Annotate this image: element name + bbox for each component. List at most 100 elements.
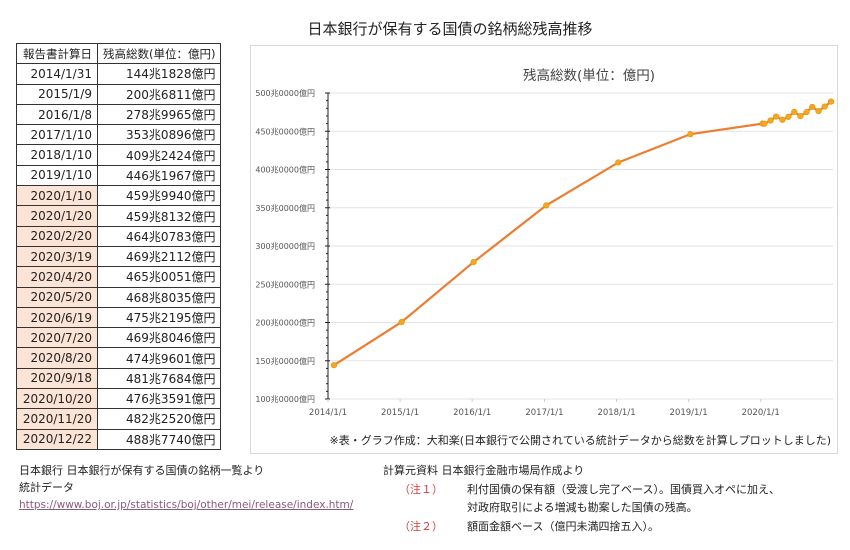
table-row: 2020/1/10 459兆9940億円 (16, 185, 222, 207)
balance-cell: 475兆2195億円 (96, 306, 222, 329)
table-row: 2020/8/20 474兆9601億円 (16, 347, 222, 369)
table-row: 2020/3/19 469兆2112億円 (16, 245, 222, 268)
date-cell: 2015/1/9 (16, 83, 98, 105)
table-row: 2015/1/9 200兆6811億円 (16, 83, 222, 105)
balance-cell: 481兆7684億円 (96, 367, 222, 390)
date-cell: 2014/1/31 (16, 63, 98, 85)
source-link[interactable]: https://www.boj.or.jp/statistics/boj/oth… (19, 499, 354, 511)
table-row: 2014/1/31 144兆1828億円 (16, 63, 222, 85)
page-title: 日本銀行が保有する国債の銘柄総残高推移 (307, 20, 593, 38)
date-cell: 2019/1/10 (16, 164, 98, 187)
balance-cell: 488兆7740億円 (96, 428, 222, 450)
table-row: 2016/1/8 278兆9965億円 (16, 103, 222, 126)
date-cell: 2020/1/20 (16, 205, 98, 227)
balance-cell: 469兆8046億円 (96, 327, 222, 349)
data-point-marker[interactable] (785, 113, 792, 120)
source-line-2: 統計データ (19, 481, 74, 494)
data-point-marker[interactable] (687, 131, 694, 138)
data-point-marker[interactable] (791, 108, 798, 116)
note-row: （注１） 利付国債の保有額（受渡し完了ベース）。国債買入オペに加え、 (383, 481, 780, 500)
x-tick-label: 2020/1/1 (742, 408, 780, 418)
date-cell: 2020/12/22 (16, 428, 98, 450)
date-cell: 2020/2/20 (16, 225, 98, 247)
y-tick-label: 150兆0000億円 (255, 356, 315, 366)
x-tick-label: 2018/1/1 (597, 408, 635, 418)
table-row: 2020/11/20 482兆2520億円 (16, 408, 222, 430)
balance-cell: 468兆8035億円 (96, 286, 222, 308)
data-point-marker[interactable] (779, 116, 786, 123)
balance-table: 報告書計算日 残高総数(単位：億円) 2014/1/31 144兆1828億円 20… (16, 42, 222, 450)
table-row: 2020/9/18 481兆7684億円 (16, 367, 222, 390)
balance-cell: 144兆1828億円 (96, 63, 222, 85)
table-row: 2018/1/10 409兆2424億円 (16, 144, 222, 166)
data-point-marker[interactable] (803, 109, 810, 116)
note-text: 額面金額ベース（億円未満四捨五入）。 (467, 519, 659, 533)
note-label (383, 499, 467, 518)
balance-cell: 446兆1967億円 (96, 164, 222, 187)
table-row: 2017/1/10 353兆0896億円 (16, 124, 222, 146)
data-point-marker[interactable] (809, 103, 816, 111)
balance-cell: 476兆3591億円 (96, 388, 222, 410)
note-text: 利付国債の保有額（受渡し完了ベース）。国債買入オペに加え、 (467, 482, 780, 496)
note-row: （注２） 額面金額ベース（億円未満四捨五入）。 (383, 518, 780, 537)
header-date: 報告書計算日 (16, 42, 98, 65)
table-header-row: 報告書計算日 残高総数(単位：億円) (16, 42, 222, 65)
table-row: 2020/12/22 488兆7740億円 (16, 428, 222, 450)
date-cell: 2020/11/20 (16, 408, 98, 430)
data-point-marker[interactable] (543, 202, 550, 209)
date-cell: 2020/7/20 (16, 327, 98, 349)
data-point-marker[interactable] (773, 113, 780, 120)
note-label: （注１） (399, 482, 443, 496)
x-tick-label: 2017/1/1 (525, 408, 563, 418)
data-point-marker[interactable] (615, 159, 622, 166)
x-tick-label: 2014/1/1 (309, 408, 347, 418)
y-tick-label: 100兆0000億円 (255, 394, 315, 404)
date-cell: 2017/1/10 (16, 124, 98, 146)
series-line (333, 100, 832, 367)
table-row: 2020/10/20 476兆3591億円 (16, 388, 222, 410)
source-line-1: 日本銀行 日本銀行が保有する国債の銘柄一覧より (19, 464, 265, 477)
data-point-marker[interactable] (815, 107, 822, 115)
notes-header: 計算元資料 日本銀行金融市場局作成より (383, 464, 585, 477)
data-point-marker[interactable] (398, 318, 405, 326)
balance-cell: 200兆6811億円 (96, 83, 222, 105)
table-body: 2014/1/31 144兆1828億円 2015/1/9 200兆6811億円 201… (16, 63, 222, 450)
source-block: 日本銀行 日本銀行が保有する国債の銘柄一覧より 統計データ https://ww… (19, 462, 353, 514)
y-tick-label: 350兆0000億円 (255, 203, 315, 213)
table-row: 2020/5/20 468兆8035億円 (16, 286, 222, 308)
balance-cell: 278兆9965億円 (96, 103, 222, 126)
y-tick-label: 200兆0000億円 (255, 318, 315, 328)
chart-area[interactable]: 残高総数(単位：億円) 100兆0000億円 150兆0000億円 200兆0000… (250, 45, 838, 454)
balance-cell: 353兆0896億円 (96, 124, 222, 146)
data-point-marker[interactable] (827, 98, 835, 105)
chart-title: 残高総数(単位：億円) (522, 68, 656, 84)
table-row: 2020/6/19 475兆2195億円 (16, 306, 222, 329)
table-row: 2020/7/20 469兆8046億円 (16, 327, 222, 349)
header-balance: 残高総数(単位：億円) (96, 42, 222, 65)
date-cell: 2020/10/20 (16, 388, 98, 410)
balance-cell: 474兆9601億円 (96, 347, 222, 369)
data-point-marker[interactable] (767, 117, 774, 124)
date-cell: 2020/8/20 (16, 347, 98, 369)
balance-cell: 459兆9940億円 (96, 185, 222, 207)
balance-cell: 465兆0051億円 (96, 266, 222, 288)
data-point-marker[interactable] (330, 362, 338, 369)
y-tick-label: 400兆0000億円 (255, 165, 315, 175)
data-point-marker[interactable] (821, 103, 828, 110)
date-cell: 2018/1/10 (16, 144, 98, 166)
data-point-marker[interactable] (797, 112, 804, 120)
data-point-marker[interactable] (470, 258, 477, 266)
date-cell: 2020/3/19 (16, 245, 98, 268)
date-cell: 2020/4/20 (16, 266, 98, 288)
x-tick-label: 2015/1/1 (381, 408, 419, 418)
y-tick-label: 450兆0000億円 (255, 126, 315, 136)
balance-cell: 464兆0783億円 (96, 225, 222, 247)
x-tick-label: 2019/1/1 (670, 408, 708, 418)
date-cell: 2016/1/8 (16, 103, 98, 126)
date-cell: 2020/9/18 (16, 367, 98, 390)
data-point-marker[interactable] (761, 120, 768, 127)
table-row: 2019/1/10 446兆1967億円 (16, 164, 222, 187)
y-tick-label: 500兆0000億円 (255, 88, 315, 98)
date-cell: 2020/5/20 (16, 286, 98, 308)
balance-cell: 409兆2424億円 (96, 144, 222, 166)
